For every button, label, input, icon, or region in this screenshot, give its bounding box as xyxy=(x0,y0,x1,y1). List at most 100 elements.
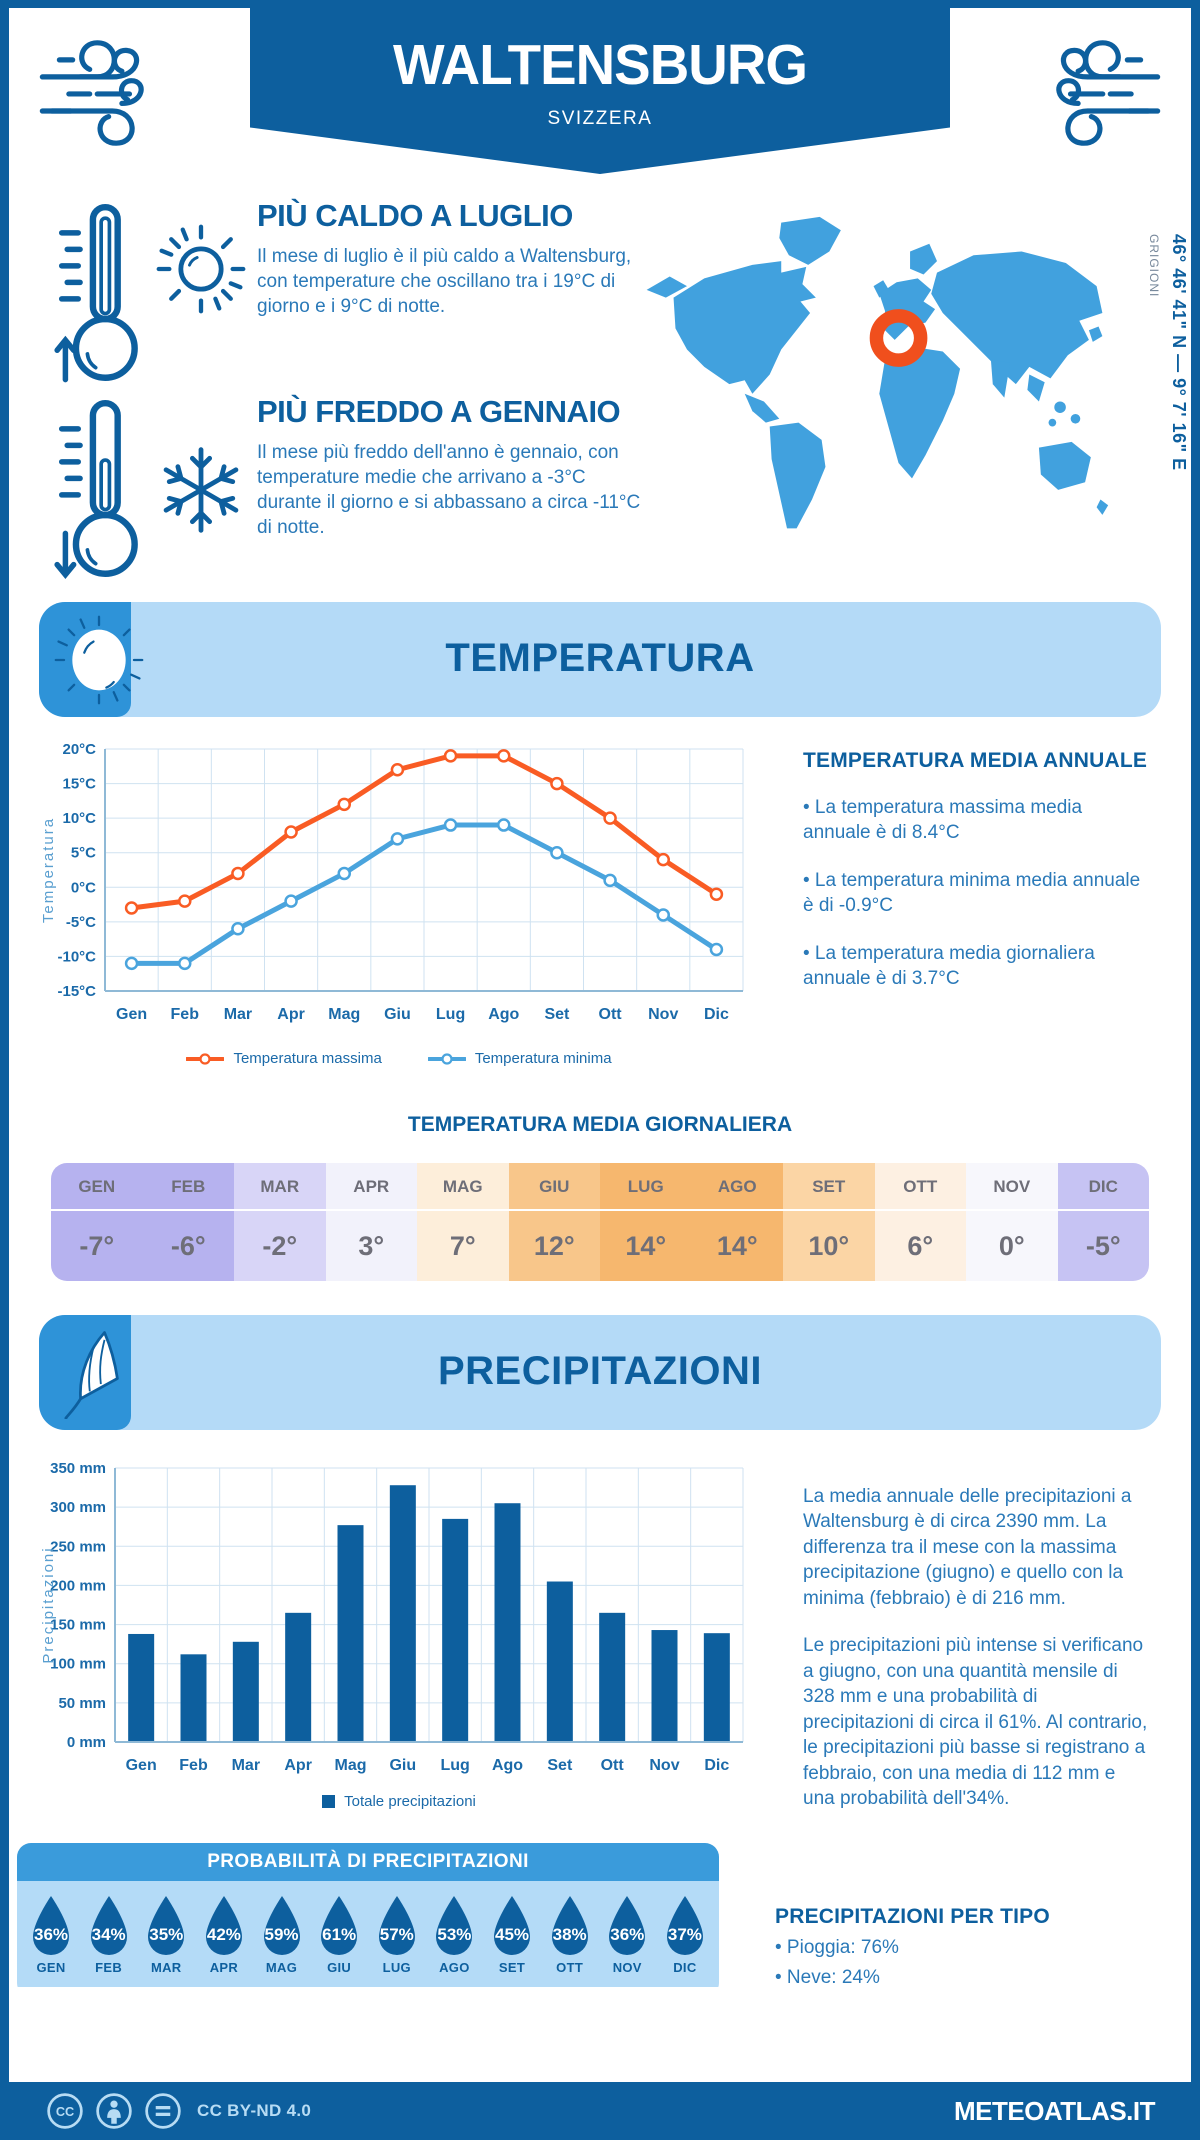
cc-icon: CC xyxy=(47,2093,83,2129)
umbrella-icon xyxy=(64,1331,119,1419)
raindrop-icon xyxy=(436,1896,473,1956)
raindrop-icon xyxy=(148,1896,185,1956)
cold-title: PIÙ FREDDO A GENNAIO xyxy=(257,394,621,429)
drop-item: 57% LUG xyxy=(371,1895,423,1975)
y-tick-label: 350 mm xyxy=(50,1460,106,1477)
drop-month: GIU xyxy=(327,1960,352,1976)
month-column: OTT 6° xyxy=(874,1163,966,1281)
raindrop-icon xyxy=(33,1896,69,1956)
map-block: GRIGIONI 46° 46' 41" N — 9° 7' 16" E xyxy=(637,198,1189,580)
x-tick-label: Feb xyxy=(171,1006,200,1023)
annual-bullet: • La temperatura media giornaliera annua… xyxy=(803,942,1095,990)
probability-strip: PROBABILITÀ DI PRECIPITAZIONI 36% GEN 34% F… xyxy=(17,1843,719,1997)
month-value: -2° xyxy=(234,1211,326,1281)
bar xyxy=(546,1581,573,1742)
precipitation-content: 0 mm 50 mm 100 mm 150 mm 200 mm 250 mm 300 mm 3… xyxy=(39,1446,1161,1833)
warm-icons xyxy=(49,194,257,383)
drop-item: 42% APR xyxy=(198,1895,250,1975)
y-tick-label: 5°C xyxy=(71,845,96,862)
data-point xyxy=(550,776,564,791)
month-label: FEB xyxy=(142,1163,234,1211)
month-value: 0° xyxy=(966,1211,1058,1281)
raindrop-icon xyxy=(494,1896,530,1956)
per-tipo-item: • Pioggia: 76% xyxy=(775,1937,899,1959)
x-tick-label: Nov xyxy=(649,1757,679,1774)
drop-item: 53% AGO xyxy=(428,1895,480,1975)
drop-item: 35% MAR xyxy=(140,1895,192,1975)
cold-body: PIÙ FREDDO A GENNAIO Il mese più freddo … xyxy=(257,390,659,540)
month-column: GIU 12° xyxy=(508,1163,600,1281)
y-axis-title: Precipitazioni xyxy=(40,1546,57,1663)
data-point xyxy=(124,956,139,971)
drop-month: OTT xyxy=(556,1960,584,1976)
bar xyxy=(337,1525,364,1742)
data-point xyxy=(337,797,351,812)
cold-icons xyxy=(49,390,257,580)
x-tick-label: Apr xyxy=(277,1006,305,1023)
region-label: GRIGIONI xyxy=(1147,234,1161,298)
precipitation-paragraph: La media annuale delle precipitazioni a … xyxy=(803,1486,1132,1609)
raindrop-icon xyxy=(205,1896,242,1956)
month-column: MAG 7° xyxy=(417,1163,509,1281)
x-tick-label: Dic xyxy=(704,1757,729,1774)
raindrop-icon xyxy=(263,1896,300,1956)
page-subtitle: SVIZZERA xyxy=(547,108,653,129)
x-tick-label: Set xyxy=(544,1006,570,1023)
bar xyxy=(703,1633,730,1742)
legend-swatch xyxy=(322,1795,336,1808)
y-tick-label: -15°C xyxy=(57,983,96,1000)
x-tick-label: Ago xyxy=(492,1757,523,1774)
data-point xyxy=(178,894,192,908)
thermometer-down-icon xyxy=(54,399,138,580)
month-value: 14° xyxy=(600,1211,692,1281)
site-label: METEOATLAS.IT xyxy=(953,2095,1156,2126)
legend-item: Totale precipitazioni xyxy=(322,1793,476,1810)
y-tick-label: 50 mm xyxy=(58,1695,106,1712)
month-label: DIC xyxy=(1057,1163,1149,1211)
month-column: MAR -2° xyxy=(234,1163,326,1281)
wind-icon xyxy=(1056,40,1161,146)
annual-bullet: • La temperatura massima media annuale è… xyxy=(803,797,1083,844)
drop-percentage: 45% xyxy=(494,1925,530,1945)
month-label: OTT xyxy=(874,1163,966,1211)
month-column: FEB -6° xyxy=(142,1163,234,1281)
snowflake-icon xyxy=(153,442,249,538)
precipitation-side-column: La media annuale delle precipitazioni a … xyxy=(759,1446,1161,1833)
month-value: 6° xyxy=(874,1211,966,1281)
drop-percentage: 61% xyxy=(322,1925,357,1945)
cc-person-icon xyxy=(96,2093,132,2129)
drop-percentage: 35% xyxy=(149,1925,184,1945)
drop-item: 34% FEB xyxy=(83,1895,135,1975)
month-label: GEN xyxy=(51,1163,143,1211)
drop-percentage: 42% xyxy=(206,1925,241,1945)
x-tick-label: Gen xyxy=(116,1006,147,1023)
x-tick-label: Mar xyxy=(224,1006,252,1023)
coordinates-label: 46° 46' 41" N — 9° 7' 16" E xyxy=(1169,234,1189,471)
precipitation-banner: PRECIPITAZIONI xyxy=(39,1315,1161,1430)
drop-month: SET xyxy=(498,1960,526,1976)
title-banner: WALTENSBURG SVIZZERA xyxy=(250,8,950,174)
drop-percentage: 36% xyxy=(33,1925,69,1945)
data-point xyxy=(656,852,670,867)
month-column: LUG 14° xyxy=(600,1163,692,1281)
warm-body: PIÙ CALDO A LUGLIO Il mese di luglio è i… xyxy=(257,194,659,319)
annual-title: TEMPERATURA MEDIA ANNUALE xyxy=(803,749,1148,772)
drop-percentage: 59% xyxy=(264,1925,299,1945)
drop-item: 61% GIU xyxy=(313,1895,365,1975)
per-tipo-list: • Pioggia: 76% • Neve: 24% xyxy=(775,1937,1161,1989)
cold-highlight: PIÙ FREDDO A GENNAIO Il mese più freddo … xyxy=(49,390,659,580)
coordinates-block: GRIGIONI 46° 46' 41" N — 9° 7' 16" E xyxy=(1147,234,1189,471)
y-tick-label: 300 mm xyxy=(50,1499,106,1516)
drop-item: 45% SET xyxy=(486,1895,538,1975)
temperature-legend: Temperatura massima Temperatura minima xyxy=(39,1050,759,1067)
daily-title: TEMPERATURA MEDIA GIORNALIERA xyxy=(407,1113,793,1136)
month-label: GIU xyxy=(508,1163,600,1211)
month-value: 7° xyxy=(417,1211,509,1281)
month-column: APR 3° xyxy=(325,1163,417,1281)
x-tick-label: Gen xyxy=(126,1757,157,1774)
drop-month: APR xyxy=(209,1960,239,1976)
y-tick-label: 0°C xyxy=(71,879,96,896)
legend-label: Temperatura minima xyxy=(474,1050,612,1067)
x-tick-label: Lug xyxy=(436,1006,465,1023)
data-point xyxy=(390,832,405,846)
